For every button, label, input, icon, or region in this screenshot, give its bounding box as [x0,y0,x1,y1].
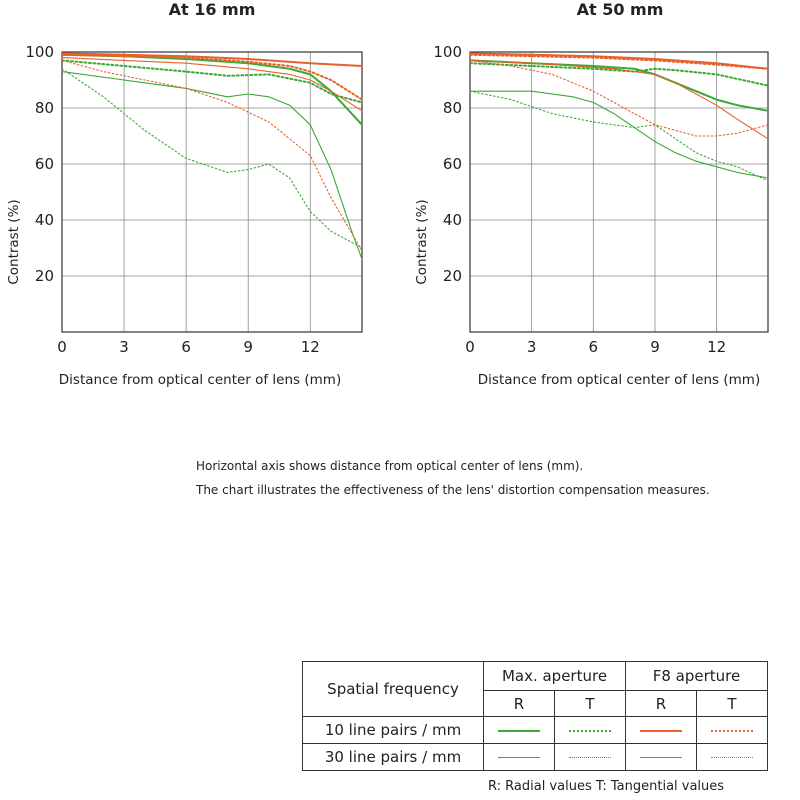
x-axis-label-16mm: Distance from optical center of lens (mm… [59,372,341,388]
series-line-50mm-5 [469,52,769,70]
note-line-1: Horizontal axis shows distance from opti… [196,459,584,473]
series-line-16mm-8 [61,59,363,252]
series-line-16mm-5 [61,52,363,67]
chart-title-50mm: At 50 mm [576,0,664,19]
legend-row-10lp: 10 line pairs / mm [302,716,484,744]
y-tick-label-16mm-60: 60 [35,155,54,173]
x-tick-label-16mm-6: 6 [181,338,191,356]
x-tick-label-16mm-9: 9 [243,338,253,356]
legend-sample-f8-r-30 [640,757,682,758]
series-line-16mm-3 [61,71,363,260]
chart-50mm: 0 3 6 9 12 20 40 60 80 100 Distance from optical c… [414,43,769,388]
legend-header-f8-aperture: F8 aperture [625,661,768,691]
x-tick-label-50mm-12: 12 [707,338,726,356]
legend-row-30lp: 30 line pairs / mm [302,743,484,771]
series-line-50mm-8 [469,59,769,137]
y-tick-label-50mm-100: 100 [433,43,462,61]
legend-col-r-f8: R [625,690,697,717]
legend-sample-f8-t-30 [711,757,753,758]
x-tick-label-50mm-3: 3 [527,338,537,356]
legend-sample-max-r-30 [498,757,540,758]
y-tick-label-50mm-60: 60 [443,155,462,173]
series-line-50mm-2 [469,62,769,87]
x-tick-label-16mm-12: 12 [301,338,320,356]
y-axis-label-16mm: Contrast (%) [6,199,22,284]
note-line-2: The chart illustrates the effectiveness … [196,483,710,497]
legend-header-spatial-frequency: Spatial frequency [302,661,484,717]
legend-sample-max-r-10 [498,729,540,732]
series-line-16mm-4 [61,68,363,249]
legend-sample-max-t-30 [569,757,611,758]
x-tick-label-50mm-6: 6 [589,338,599,356]
y-tick-label-50mm-20: 20 [443,267,462,285]
y-axis-label-50mm: Contrast (%) [414,199,430,284]
legend-sample-f8-r-10 [640,729,682,732]
chart-title-16mm: At 16 mm [168,0,256,19]
legend-sample-max-t-10 [569,729,611,732]
chart-16mm: 0 3 6 9 12 20 40 60 80 100 Distance from optical c… [6,43,363,388]
series-line-50mm-4 [469,90,769,182]
x-tick-label-16mm-3: 3 [119,338,129,356]
series-line-16mm-7 [61,57,363,112]
legend-table: Spatial frequency Max. aperture F8 apert… [302,661,768,771]
series-line-50mm-3 [469,90,769,179]
y-tick-label-16mm-40: 40 [35,211,54,229]
plot-frame-16mm [61,51,363,333]
series-line-50mm-6 [469,53,769,70]
y-tick-label-50mm-80: 80 [443,99,462,117]
y-tick-label-16mm-100: 100 [25,43,54,61]
x-tick-label-16mm-0: 0 [57,338,67,356]
x-tick-label-50mm-9: 9 [650,338,660,356]
y-tick-label-16mm-20: 20 [35,267,54,285]
series-line-50mm-1 [469,59,769,112]
y-tick-label-16mm-80: 80 [35,99,54,117]
x-tick-label-50mm-0: 0 [465,338,475,356]
legend-header-max-aperture: Max. aperture [483,661,626,691]
legend-col-r-max: R [483,690,555,717]
legend-col-t-max: T [554,690,626,717]
series-line-16mm-6 [61,53,363,101]
footer-note: R: Radial values T: Tangential values [488,779,725,794]
series-line-50mm-7 [469,59,769,140]
plot-frame-50mm [469,51,769,333]
x-axis-label-50mm: Distance from optical center of lens (mm… [478,372,760,388]
legend-col-t-f8: T [696,690,768,717]
series-line-16mm-2 [61,59,363,104]
y-tick-label-50mm-40: 40 [443,211,462,229]
legend-sample-f8-t-10 [711,729,753,732]
